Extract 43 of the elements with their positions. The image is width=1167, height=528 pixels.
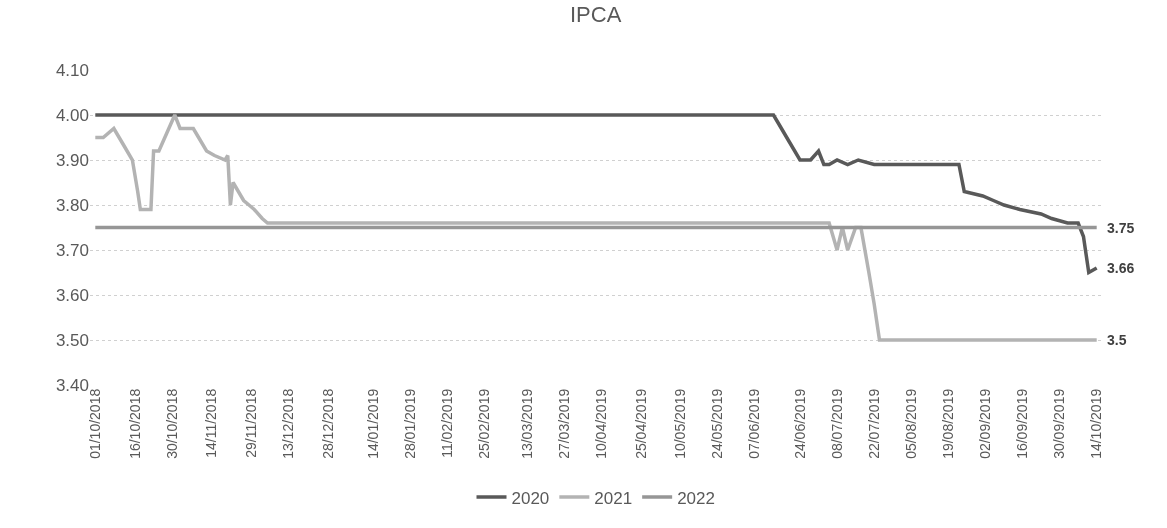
annotation: 3.75 [1107, 220, 1135, 236]
x-tick-label: 16/10/2018 [126, 388, 143, 459]
x-tick-label: 19/08/2019 [939, 388, 956, 459]
x-tick-label: 14/10/2019 [1088, 388, 1105, 459]
x-tick-label: 08/07/2019 [828, 388, 845, 459]
x-tick-label: 25/04/2019 [632, 388, 649, 459]
x-tick-label: 27/03/2019 [555, 388, 572, 459]
y-tick-label: 4.10 [55, 60, 89, 80]
x-tick-label: 13/12/2018 [280, 388, 297, 459]
x-tick-label: 28/12/2018 [319, 388, 336, 459]
x-tick-label: 14/01/2019 [365, 388, 382, 459]
chart-title: IPCA [570, 2, 622, 27]
x-tick-label: 30/10/2018 [163, 388, 180, 459]
legend-label: 2020 [511, 488, 550, 508]
annotation: 3.66 [1107, 260, 1135, 276]
x-tick-label: 11/02/2019 [439, 388, 456, 458]
x-tick-label: 29/11/2018 [243, 388, 260, 458]
x-tick-label: 14/11/2018 [203, 388, 220, 458]
y-tick-label: 3.40 [55, 375, 89, 395]
annotation: 3.5 [1107, 332, 1127, 348]
y-tick-label: 4.00 [55, 105, 89, 125]
x-tick-label: 24/05/2019 [709, 388, 726, 459]
y-tick-label: 3.50 [55, 330, 89, 350]
x-tick-label: 24/06/2019 [791, 388, 808, 459]
x-tick-label: 25/02/2019 [476, 388, 493, 459]
y-tick-label: 3.80 [55, 195, 89, 215]
legend-label: 2021 [594, 488, 633, 508]
x-tick-label: 10/04/2019 [592, 388, 609, 459]
y-tick-label: 3.90 [55, 150, 89, 170]
x-tick-label: 22/07/2019 [865, 388, 882, 459]
x-tick-label: 10/05/2019 [672, 388, 689, 459]
x-tick-label: 30/09/2019 [1051, 388, 1068, 459]
legend-label: 2022 [677, 488, 715, 508]
x-tick-label: 02/09/2019 [976, 388, 993, 459]
x-tick-label: 05/08/2019 [902, 388, 919, 459]
x-tick-label: 13/03/2019 [518, 388, 535, 459]
x-tick-label: 28/01/2019 [402, 388, 419, 459]
y-tick-label: 3.60 [55, 285, 89, 305]
x-tick-label: 07/06/2019 [746, 388, 763, 459]
line-series [93, 113, 1099, 342]
y-tick-label: 3.70 [55, 240, 89, 260]
x-tick-label: 16/09/2019 [1014, 388, 1031, 459]
line-series [93, 113, 1099, 275]
